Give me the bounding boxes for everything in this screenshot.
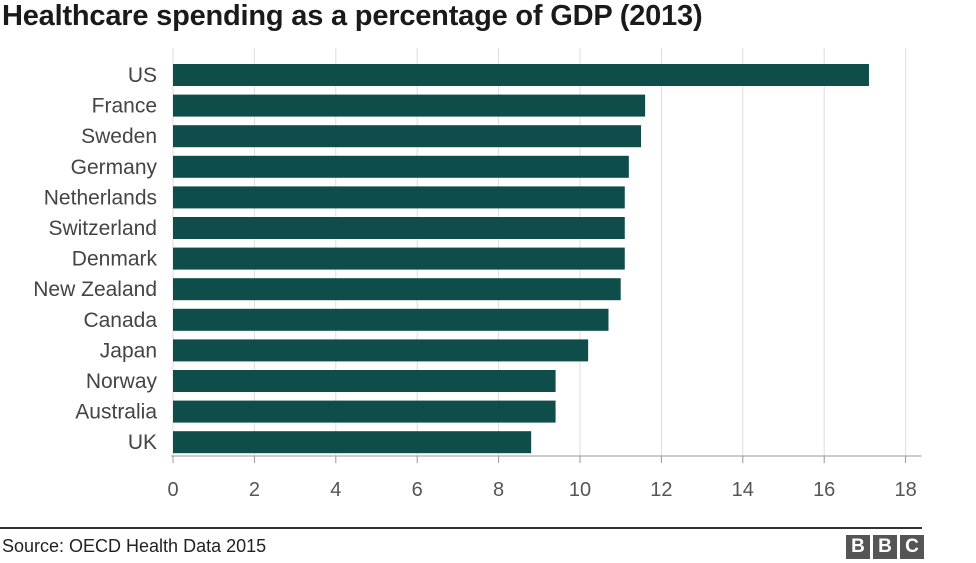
x-tick-label: 0 <box>167 479 178 501</box>
logo-letter: C <box>900 535 924 559</box>
category-label: Netherlands <box>44 186 157 209</box>
category-label: Canada <box>83 309 157 332</box>
category-label: Norway <box>86 370 158 393</box>
bar <box>173 370 556 392</box>
x-axis: 0 2 4 6 8 10 12 14 16 18 <box>167 455 922 501</box>
bar <box>173 278 621 301</box>
x-tick-label: 8 <box>493 479 504 501</box>
bar <box>173 247 625 270</box>
bar <box>173 64 869 86</box>
bar <box>173 155 629 178</box>
category-label: Denmark <box>72 248 158 271</box>
x-tick-label: 2 <box>249 479 260 501</box>
x-tick-label: 10 <box>569 479 591 501</box>
category-label: US <box>128 64 157 87</box>
category-labels: US France Sweden Germany Netherlands Switzerl… <box>33 64 157 454</box>
footer-divider <box>0 527 922 529</box>
bar <box>173 125 642 148</box>
logo-letter: B <box>873 535 897 559</box>
x-tick-label: 18 <box>894 479 916 501</box>
bar <box>173 339 589 362</box>
bar <box>173 308 609 331</box>
x-tick-label: 4 <box>330 479 341 501</box>
bar <box>173 217 625 239</box>
bar <box>173 400 556 423</box>
category-label: Sweden <box>81 125 157 148</box>
category-label: Australia <box>75 401 157 424</box>
bar <box>173 94 646 117</box>
bar <box>173 431 532 454</box>
category-label: Japan <box>100 339 157 362</box>
bbc-logo: B B C <box>846 535 924 559</box>
category-label: Germany <box>71 156 158 179</box>
x-tick-label: 16 <box>813 479 835 501</box>
source-note: Source: OECD Health Data 2015 <box>2 536 267 556</box>
category-label: France <box>92 95 157 118</box>
category-label: Switzerland <box>48 217 157 240</box>
bar <box>173 186 625 209</box>
x-tick-label: 14 <box>732 479 754 501</box>
chart-title: Healthcare spending as a percentage of G… <box>2 0 703 32</box>
bars <box>173 64 869 454</box>
logo-letter: B <box>846 535 870 559</box>
category-label: UK <box>128 431 157 454</box>
x-tick-label: 12 <box>650 479 672 501</box>
category-label: New Zealand <box>33 278 157 301</box>
x-tick-label: 6 <box>412 479 423 501</box>
